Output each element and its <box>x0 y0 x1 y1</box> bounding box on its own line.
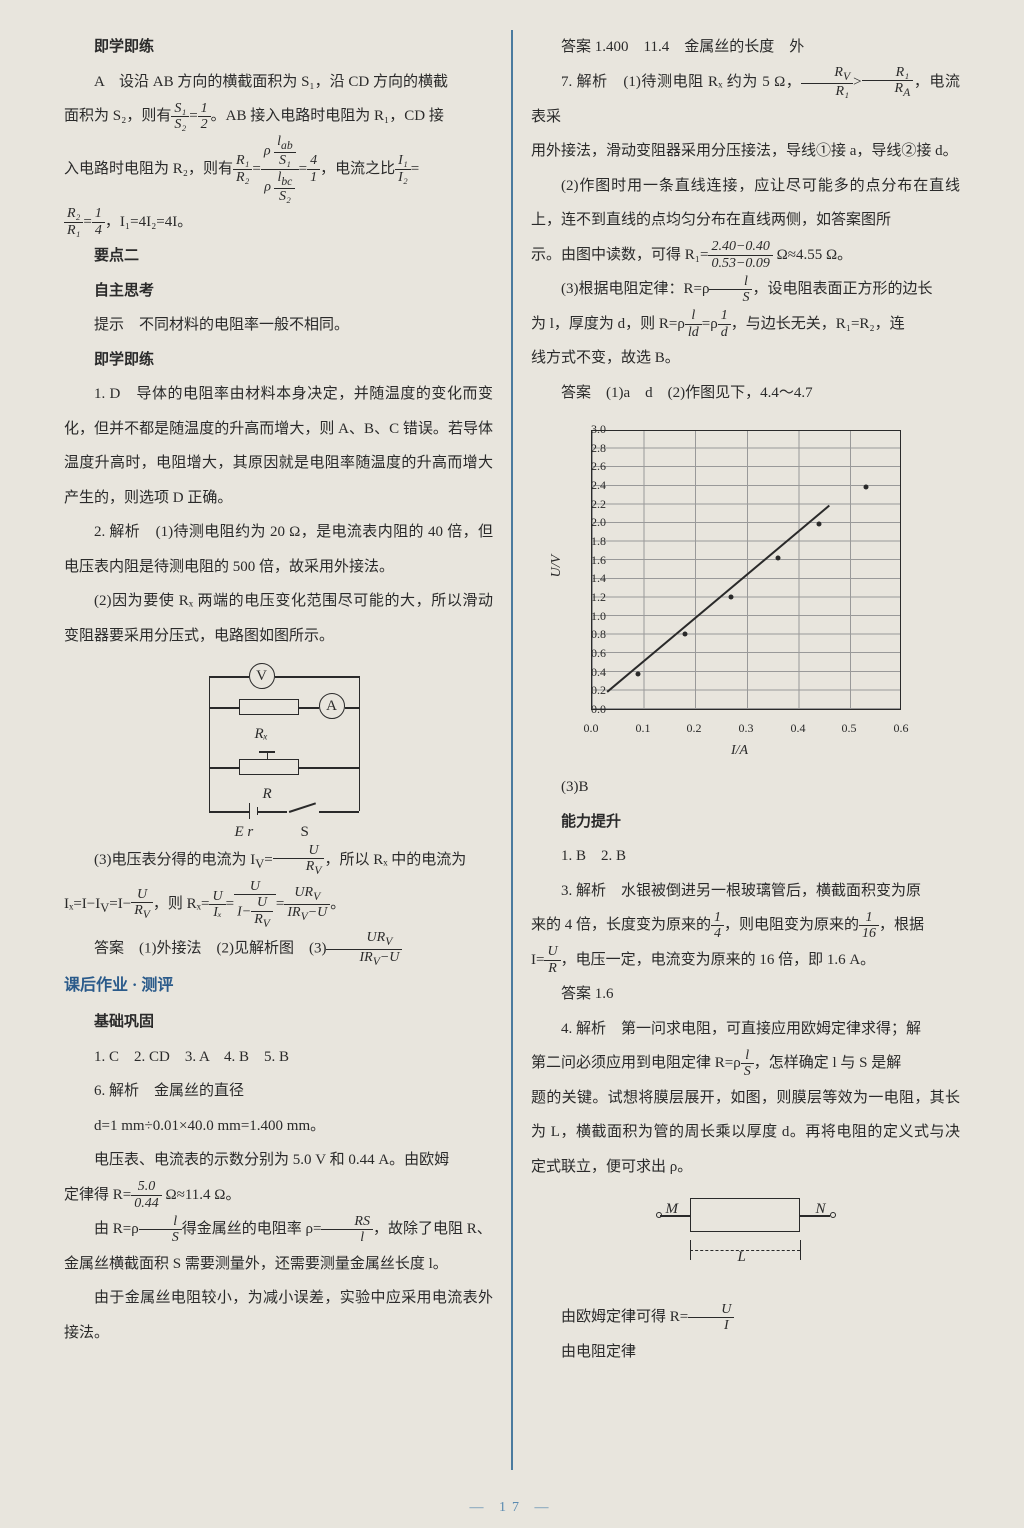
para: A 设沿 AB 方向的横截面积为 S₁，沿 CD 方向的横截 <box>64 65 493 100</box>
para: I=UR，电压一定，电流变为原来的 16 倍，即 1.6 A。 <box>531 943 960 978</box>
page-number: — 17 — <box>0 1500 1024 1516</box>
para: 示。由图中读数，可得 R₁=2.40−0.400.53−0.09 Ω≈4.55 … <box>531 238 960 273</box>
heading: 要点二 <box>64 239 493 274</box>
right-column: 答案 1.400 11.4 金属丝的长度 外 7. 解析 (1)待测电阻 Rₓ … <box>517 30 974 1470</box>
section-heading: 课后作业 · 测评 <box>64 968 493 1005</box>
para: 入电路时电阻为 R₂，则有R₁R₂=ρ labS₁ρ lbcS₂=41，电流之比… <box>64 134 493 205</box>
para: 面积为 S₂，则有S₁S₂=12。AB 接入电路时电阻为 R₁，CD 接 <box>64 99 493 134</box>
para: 题的关键。试想将膜层展开，如图，则膜层等效为一电阻，其长为 L，横截面积为管的周… <box>531 1081 960 1185</box>
heading: 即学即练 <box>64 343 493 378</box>
para: 3. 解析 水银被倒进另一根玻璃管后，横截面积变为原 <box>531 874 960 909</box>
ammeter-icon: A <box>319 693 345 719</box>
para: 线方式不变，故选 B。 <box>531 341 960 376</box>
resistor-diagram: M N L <box>646 1192 846 1292</box>
para: 7. 解析 (1)待测电阻 Rₓ 约为 5 Ω，RVR₁>R₁RA，电流表采 <box>531 65 960 135</box>
para: d=1 mm÷0.01×40.0 mm=1.400 mm。 <box>64 1109 493 1144</box>
para: 1. D 导体的电阻率由材料本身决定，并随温度的变化而变化，但并不都是随温度的升… <box>64 377 493 515</box>
para: (3)电压表分得的电流为 IV=URV，所以 Rₓ 中的电流为 <box>64 843 493 879</box>
para: 来的 4 倍，长度变为原来的14，则电阻变为原来的116，根据 <box>531 908 960 943</box>
para: 第二问必须应用到电阻定律 R=ρlS，怎样确定 l 与 S 是解 <box>531 1046 960 1081</box>
para: 答案 (1)a d (2)作图见下，4.4～4.7 <box>531 376 960 411</box>
heading: 即学即练 <box>64 30 493 65</box>
para: 答案 1.400 11.4 金属丝的长度 外 <box>531 30 960 65</box>
voltmeter-icon: V <box>249 663 275 689</box>
chart-grid <box>591 430 901 710</box>
para: 6. 解析 金属丝的直径 <box>64 1074 493 1109</box>
para: 答案 1.6 <box>531 977 960 1012</box>
heading: 能力提升 <box>531 805 960 840</box>
para: (3)B <box>531 770 960 805</box>
left-column: 即学即练 A 设沿 AB 方向的横截面积为 S₁，沿 CD 方向的横截 面积为 … <box>50 30 507 1470</box>
y-axis-label: U/V <box>541 555 573 578</box>
para: 由 R=ρlS得金属丝的电阻率 ρ=RSl，故除了电阻 R、 <box>64 1212 493 1247</box>
uv-chart: U/V I/A 0.0 0.2 0.4 0.6 0.8 1.0 1.2 1.4 … <box>541 420 921 760</box>
para: 由电阻定律 <box>531 1335 960 1370</box>
para: 电压表、电流表的示数分别为 5.0 V 和 0.44 A。由欧姆 <box>64 1143 493 1178</box>
para: 1. B 2. B <box>531 839 960 874</box>
para: Iₓ=I−IV=I−URV，则 Rₓ=UIₓ=UI−URV=URVIRV−U。 <box>64 879 493 930</box>
circuit-diagram: V A Rₓ R E r S <box>179 663 379 833</box>
para: 2. 解析 (1)待测电阻约为 20 Ω，是电流表内阻的 40 倍，但电压表内阻… <box>64 515 493 584</box>
para: 答案 (1)外接法 (2)见解析图 (3)URVIRV−U <box>64 930 493 968</box>
para: 金属丝横截面积 S 需要测量外，还需要测量金属丝长度 l。 <box>64 1247 493 1282</box>
para: 4. 解析 第一问求电阻，可直接应用欧姆定律求得；解 <box>531 1012 960 1047</box>
column-divider <box>511 30 513 1470</box>
para: 由于金属丝电阻较小，为减小误差，实验中应采用电流表外接法。 <box>64 1281 493 1350</box>
para: 用外接法，滑动变阻器采用分压接法，导线①接 a，导线②接 d。 <box>531 134 960 169</box>
chart-fit-line <box>607 505 830 693</box>
para: (2)因为要使 Rₓ 两端的电压变化范围尽可能的大，所以滑动变阻器要采用分压式，… <box>64 584 493 653</box>
heading: 自主思考 <box>64 274 493 309</box>
para: 定律得 R=5.00.44 Ω≈11.4 Ω。 <box>64 1178 493 1213</box>
para: (3)根据电阻定律：R=ρlS，设电阻表面正方形的边长 <box>531 272 960 307</box>
heading: 基础巩固 <box>64 1005 493 1040</box>
para: R₂R₁=14，I₁=4I₂=4I。 <box>64 205 493 240</box>
para: 1. C 2. CD 3. A 4. B 5. B <box>64 1040 493 1075</box>
para: 由欧姆定律可得 R=UI <box>531 1300 960 1335</box>
para: 提示 不同材料的电阻率一般不相同。 <box>64 308 493 343</box>
para: (2)作图时用一条直线连接，应让尽可能多的点分布在直线上，连不到直线的点均匀分布… <box>531 169 960 238</box>
para: 为 l，厚度为 d，则 R=ρlld=ρ1d，与边长无关，R₁=R₂，连 <box>531 307 960 342</box>
